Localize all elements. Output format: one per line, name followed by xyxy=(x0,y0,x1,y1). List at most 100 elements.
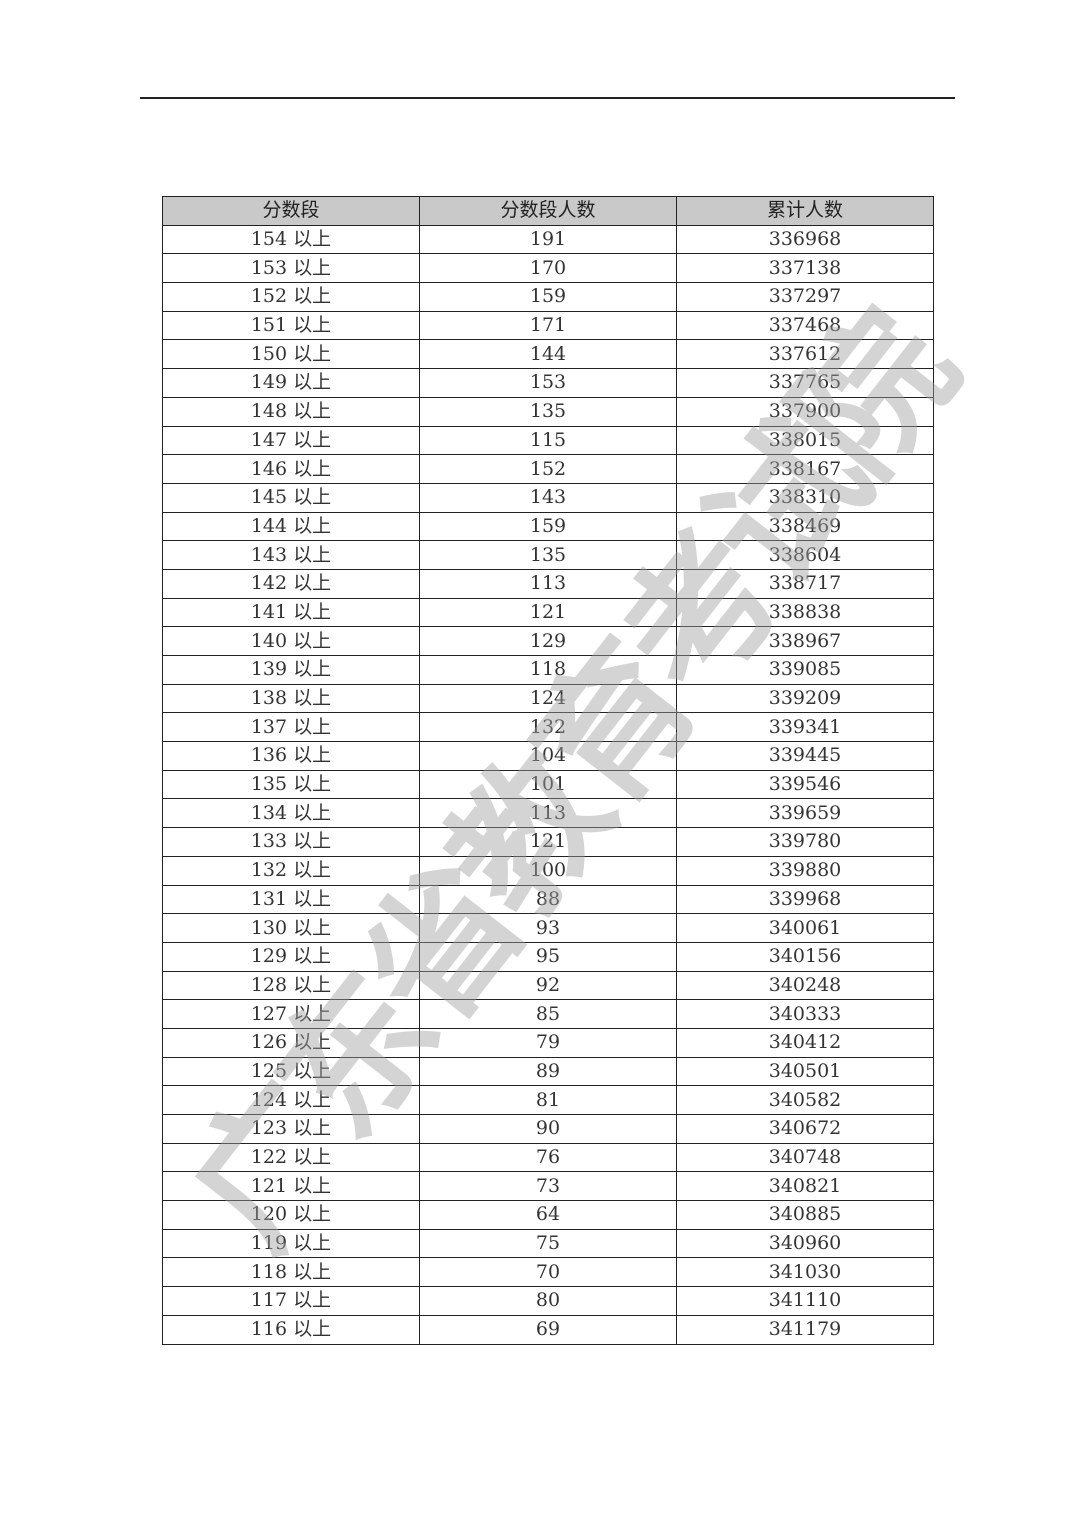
header-score-range: 分数段 xyxy=(162,196,420,226)
count-cell: 73 xyxy=(419,1171,677,1202)
score-cell: 123 以上 xyxy=(162,1114,420,1144)
score-suffix: 以上 xyxy=(293,744,332,767)
score-cell: 138 以上 xyxy=(162,683,420,714)
count-cell: 79 xyxy=(419,1027,677,1058)
count-cell: 75 xyxy=(419,1228,677,1259)
table-row: 147 以上 115 338015 xyxy=(162,425,934,456)
score-suffix: 以上 xyxy=(293,1203,332,1226)
score-value: 120 xyxy=(250,1203,288,1226)
table-row: 150 以上 144 337612 xyxy=(162,339,934,370)
header-cumulative: 累计人数 xyxy=(676,196,934,226)
score-value: 127 xyxy=(250,1002,288,1025)
score-suffix: 以上 xyxy=(293,514,332,537)
score-value: 141 xyxy=(250,600,288,623)
score-cell: 129 以上 xyxy=(162,941,420,972)
score-value: 126 xyxy=(250,1031,288,1054)
score-cell: 145 以上 xyxy=(162,482,420,513)
table-row: 120 以上 64 340885 xyxy=(162,1200,934,1230)
score-cell: 140 以上 xyxy=(162,626,420,656)
score-value: 116 xyxy=(250,1318,288,1341)
score-value: 117 xyxy=(250,1289,288,1312)
table-row: 122 以上 76 340748 xyxy=(162,1142,934,1173)
table-row: 154 以上 191 336968 xyxy=(162,224,934,255)
score-suffix: 以上 xyxy=(293,428,332,451)
score-cell: 119 以上 xyxy=(162,1228,420,1259)
count-cell: 153 xyxy=(419,368,677,398)
score-suffix: 以上 xyxy=(293,859,332,882)
cumulative-cell: 339445 xyxy=(676,741,934,771)
score-suffix: 以上 xyxy=(293,371,332,394)
table-row: 130 以上 93 340061 xyxy=(162,913,934,943)
cumulative-cell: 337138 xyxy=(676,253,934,284)
score-value: 154 xyxy=(250,228,288,251)
score-suffix: 以上 xyxy=(293,400,332,423)
score-cell: 143 以上 xyxy=(162,540,420,570)
count-cell: 129 xyxy=(419,626,677,656)
score-cell: 149 以上 xyxy=(162,368,420,398)
score-value: 132 xyxy=(250,859,288,882)
cumulative-cell: 337468 xyxy=(676,310,934,341)
score-suffix: 以上 xyxy=(293,945,332,968)
cumulative-cell: 340156 xyxy=(676,941,934,972)
table-row: 144 以上 159 338469 xyxy=(162,511,934,542)
score-table: 分数段 分数段人数 累计人数 154 以上 191 336968 153 以上 170 3… xyxy=(162,196,934,1345)
count-cell: 85 xyxy=(419,999,677,1029)
cumulative-cell: 340412 xyxy=(676,1027,934,1058)
score-cell: 141 以上 xyxy=(162,597,420,628)
table-row: 139 以上 118 339085 xyxy=(162,655,934,685)
score-cell: 148 以上 xyxy=(162,396,420,427)
score-suffix: 以上 xyxy=(293,1174,332,1197)
score-value: 121 xyxy=(250,1174,288,1197)
count-cell: 171 xyxy=(419,310,677,341)
score-cell: 135 以上 xyxy=(162,769,420,800)
score-suffix: 以上 xyxy=(293,457,332,480)
cumulative-cell: 340582 xyxy=(676,1085,934,1115)
cumulative-cell: 339546 xyxy=(676,769,934,800)
score-cell: 146 以上 xyxy=(162,454,420,484)
count-cell: 159 xyxy=(419,511,677,542)
table-header-row: 分数段 分数段人数 累计人数 xyxy=(162,196,934,226)
cumulative-cell: 339659 xyxy=(676,798,934,829)
score-cell: 142 以上 xyxy=(162,568,420,599)
score-cell: 126 以上 xyxy=(162,1027,420,1058)
count-cell: 121 xyxy=(419,827,677,857)
score-value: 133 xyxy=(250,830,288,853)
score-value: 119 xyxy=(250,1232,288,1255)
score-value: 149 xyxy=(250,371,288,394)
cumulative-cell: 340748 xyxy=(676,1142,934,1173)
table-row: 152 以上 159 337297 xyxy=(162,282,934,312)
count-cell: 80 xyxy=(419,1286,677,1316)
score-suffix: 以上 xyxy=(293,342,332,365)
score-cell: 144 以上 xyxy=(162,511,420,542)
cumulative-cell: 340061 xyxy=(676,913,934,943)
cumulative-cell: 338469 xyxy=(676,511,934,542)
score-suffix: 以上 xyxy=(293,1232,332,1255)
cumulative-cell: 337612 xyxy=(676,339,934,370)
count-cell: 115 xyxy=(419,425,677,456)
count-cell: 113 xyxy=(419,568,677,599)
cumulative-cell: 340672 xyxy=(676,1114,934,1144)
table-row: 126 以上 79 340412 xyxy=(162,1027,934,1058)
count-cell: 170 xyxy=(419,253,677,284)
score-suffix: 以上 xyxy=(293,228,332,251)
table-row: 145 以上 143 338310 xyxy=(162,482,934,513)
score-value: 144 xyxy=(250,514,288,537)
score-cell: 132 以上 xyxy=(162,855,420,886)
table-row: 131 以上 88 339968 xyxy=(162,884,934,915)
table-row: 142 以上 113 338717 xyxy=(162,568,934,599)
count-cell: 70 xyxy=(419,1257,677,1288)
table-row: 116 以上 69 341179 xyxy=(162,1314,934,1345)
table-row: 146 以上 152 338167 xyxy=(162,454,934,484)
table-row: 143 以上 135 338604 xyxy=(162,540,934,570)
score-suffix: 以上 xyxy=(293,1117,332,1140)
score-value: 124 xyxy=(250,1088,288,1111)
count-cell: 104 xyxy=(419,741,677,771)
cumulative-cell: 339085 xyxy=(676,655,934,685)
score-suffix: 以上 xyxy=(293,658,332,681)
score-value: 148 xyxy=(250,400,288,423)
count-cell: 100 xyxy=(419,855,677,886)
cumulative-cell: 338717 xyxy=(676,568,934,599)
table-row: 119 以上 75 340960 xyxy=(162,1228,934,1259)
cumulative-cell: 339880 xyxy=(676,855,934,886)
score-suffix: 以上 xyxy=(293,916,332,939)
